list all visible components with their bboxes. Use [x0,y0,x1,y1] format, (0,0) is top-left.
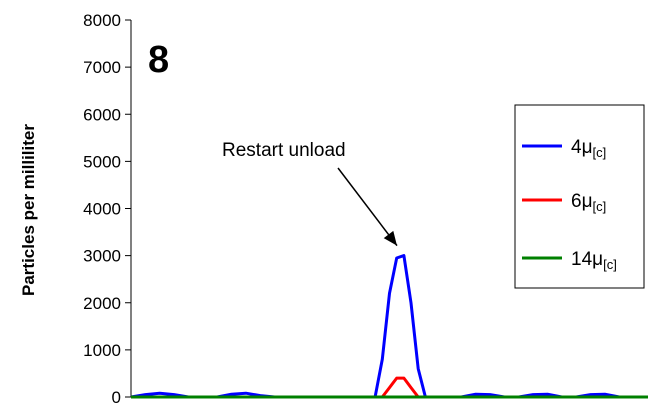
annotation-arrow-shaft [337,167,398,247]
y-tick-label: 0 [112,388,121,403]
y-axis-title: Particles per milliliter [19,124,38,296]
series-line-2 [131,376,648,399]
series-layer [130,254,648,399]
y-tick-label: 6000 [83,105,121,124]
panel-number: 8 [148,39,169,81]
y-tick-label: 5000 [83,152,121,171]
y-tick-label: 3000 [83,247,121,266]
y-tick-label: 2000 [83,294,121,313]
y-tick-label: 7000 [83,58,121,77]
legend: 4μ[c]6μ[c]14μ[c] [514,104,645,289]
annotation-text: Restart unload [222,140,346,161]
y-tick-label: 4000 [83,200,121,219]
y-tick-label: 8000 [83,11,121,30]
y-tick-label: 1000 [83,341,121,360]
series-line-1 [130,254,648,399]
annotation-arrow [337,167,398,247]
y-axis-ticks: 0 1000 2000 3000 4000 5000 6000 7000 8000 [83,11,131,403]
annotation-arrow-head [383,230,397,246]
